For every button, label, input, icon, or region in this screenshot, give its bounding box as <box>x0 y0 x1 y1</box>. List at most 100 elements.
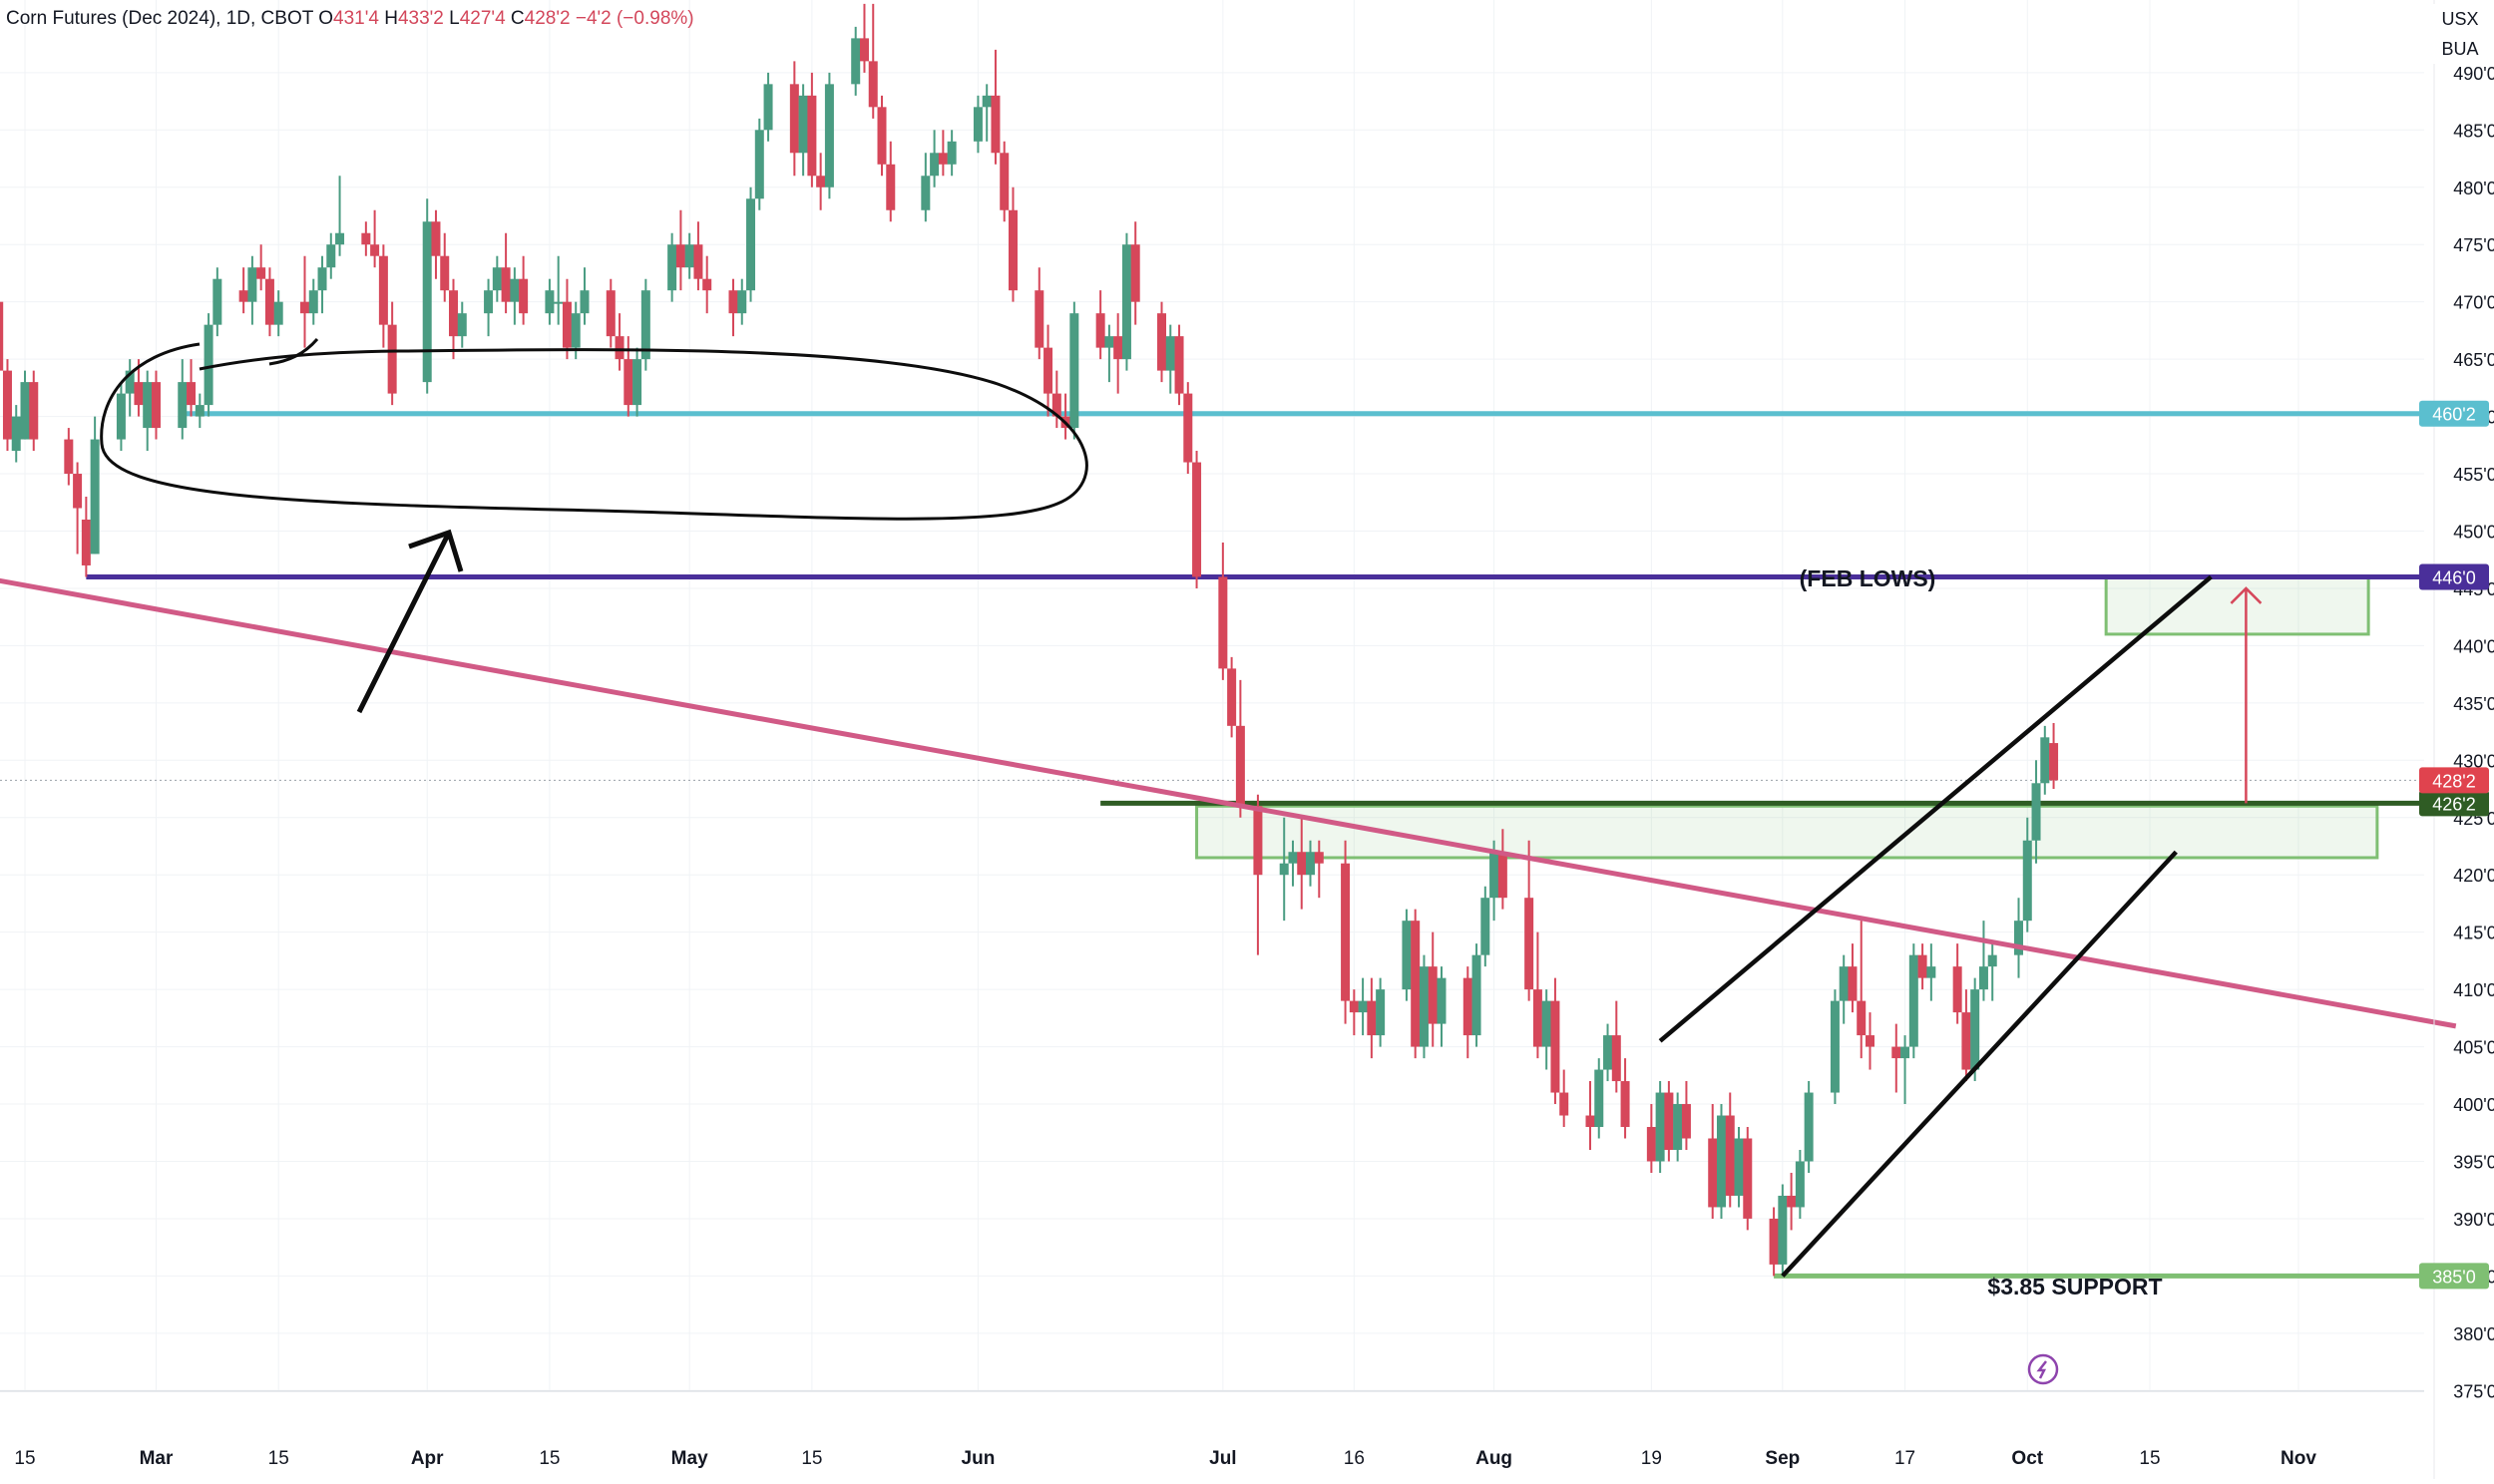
y-tick-label: 475'0 <box>2453 235 2494 255</box>
current-price-tag-label: 428'2 <box>2432 771 2475 791</box>
candle <box>2014 898 2024 978</box>
candle <box>868 3 878 119</box>
candle <box>116 382 126 452</box>
candle-body <box>1462 977 1472 1036</box>
candle <box>1497 829 1507 910</box>
symbol-title[interactable]: Corn Futures (Dec 2024), 1D, CBOT <box>6 8 313 29</box>
low-value: 427'4 <box>459 8 506 29</box>
close-label: C <box>510 8 525 29</box>
candle <box>1121 232 1131 371</box>
candle <box>1559 1069 1569 1128</box>
candle-body <box>1000 153 1010 210</box>
candle <box>684 232 694 279</box>
y-tick-label: 480'0 <box>2453 179 2494 198</box>
candle-body <box>684 244 694 268</box>
unit-usx[interactable]: USX <box>2441 9 2479 29</box>
candle <box>1787 1172 1797 1231</box>
candle <box>1891 1023 1901 1093</box>
green-level-tag-label: 426'2 <box>2432 794 2475 814</box>
candle <box>1804 1081 1814 1173</box>
candle <box>1908 943 1918 1059</box>
candle <box>1235 679 1245 818</box>
unit-bua[interactable]: BUA <box>2441 39 2479 59</box>
candle-body <box>1839 966 1849 1001</box>
channel-lower <box>1781 850 2178 1278</box>
candle <box>1830 989 1840 1105</box>
candle-body <box>90 439 100 555</box>
candle-body <box>1497 852 1507 899</box>
candle-body <box>1926 966 1936 978</box>
candle <box>1471 943 1481 1047</box>
candle <box>11 405 21 463</box>
candle-body <box>449 290 459 337</box>
candle-body <box>1778 1195 1788 1265</box>
y-tick-label: 380'0 <box>2453 1324 2494 1344</box>
candle <box>1961 989 1971 1082</box>
unit-selector[interactable]: USX BUA <box>2432 4 2488 64</box>
candle-body <box>1978 966 1988 990</box>
candle-body <box>545 290 555 314</box>
candle-body <box>1541 1000 1551 1047</box>
candle-body <box>1314 852 1324 864</box>
candle-body <box>1297 852 1307 876</box>
candle <box>886 141 896 222</box>
candle <box>1227 656 1237 738</box>
candle <box>143 370 153 452</box>
candle <box>1341 840 1351 1024</box>
candle-body <box>195 405 205 417</box>
candle <box>1165 324 1175 394</box>
candle <box>1743 1127 1753 1231</box>
candle-body <box>737 290 747 314</box>
candle <box>737 278 747 325</box>
candle-body <box>1349 1000 1359 1013</box>
feb-lows-tag-bg <box>2419 563 2489 590</box>
candle <box>238 267 248 314</box>
candle <box>1725 1092 1735 1208</box>
candle <box>326 232 336 279</box>
target-zone <box>2104 574 2370 636</box>
y-tick-label: 465'0 <box>2453 350 2494 370</box>
candle <box>151 370 161 440</box>
x-tick-label: 15 <box>539 1448 560 1469</box>
candle-body <box>73 474 83 509</box>
candle <box>370 209 380 268</box>
candle-body <box>1987 954 1997 967</box>
candle-body <box>1708 1138 1718 1208</box>
lightning-icon-bolt <box>2036 1360 2047 1379</box>
candle <box>299 255 309 348</box>
candle <box>1778 1184 1788 1277</box>
candle <box>973 95 983 154</box>
y-tick-label: 450'0 <box>2453 522 2494 542</box>
candle <box>308 278 318 325</box>
candle-body <box>440 255 450 291</box>
candle <box>580 267 590 325</box>
candle-body <box>212 278 222 325</box>
candle-body <box>1620 1081 1630 1128</box>
candle-body <box>1008 209 1018 291</box>
candle-body <box>675 244 685 268</box>
x-tick-label: 16 <box>1344 1448 1365 1469</box>
candle-body <box>2049 743 2059 781</box>
candle <box>1069 301 1079 440</box>
candle <box>982 84 992 142</box>
candle-body <box>2031 783 2041 841</box>
x-tick-label: Apr <box>411 1448 444 1469</box>
support-annotation: $3.85 SUPPORT <box>1987 1274 2162 1299</box>
candle <box>273 290 283 337</box>
candle-body <box>1069 313 1079 429</box>
candle-body <box>991 95 1001 154</box>
candle-body <box>81 519 91 565</box>
candle-body <box>501 267 511 302</box>
candle <box>1095 290 1105 360</box>
candle <box>1104 324 1114 383</box>
candle <box>1480 886 1490 967</box>
candle-body <box>1165 336 1175 371</box>
candle <box>1734 1127 1744 1208</box>
candle-body <box>134 382 144 406</box>
candle <box>2 359 12 452</box>
candle-body <box>20 382 30 440</box>
target-arrow-head <box>2230 586 2263 604</box>
candle-body <box>1857 1000 1867 1036</box>
